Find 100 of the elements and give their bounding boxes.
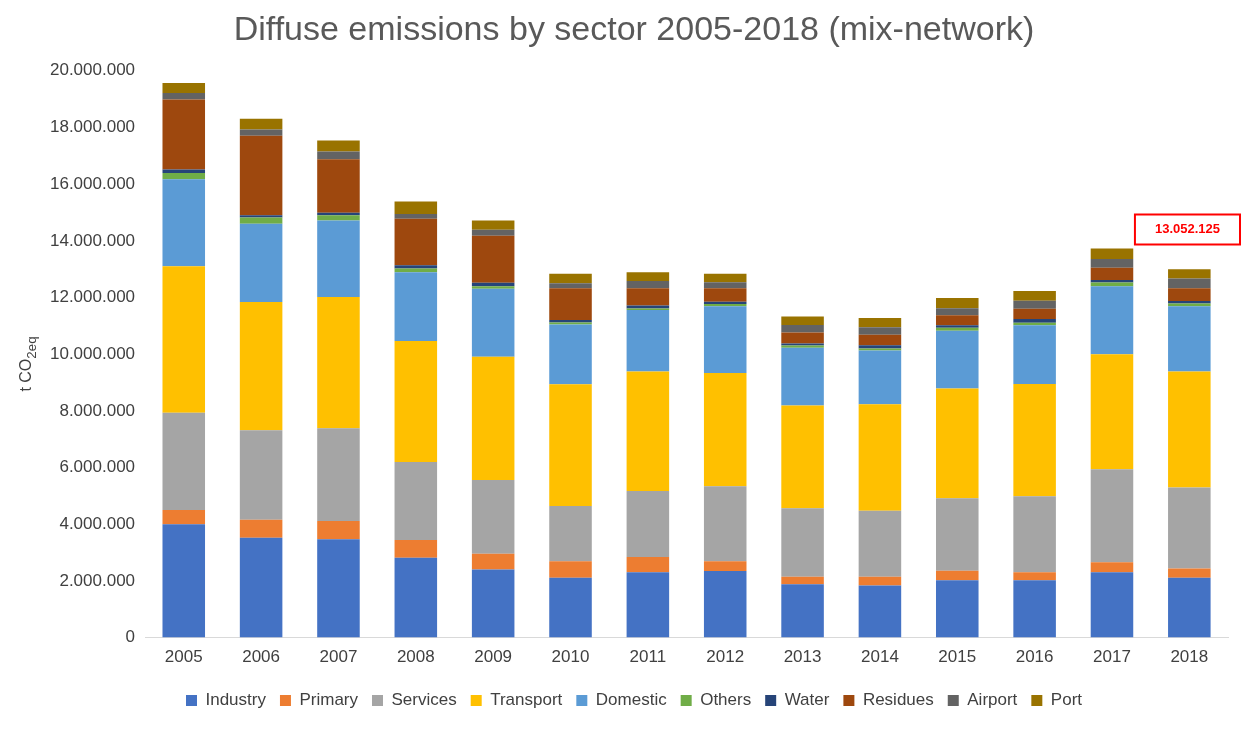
y-tick-label: 12.000.000 [49,287,136,307]
bar [549,506,592,562]
bar [781,332,824,344]
bar [626,557,670,573]
bar [703,273,747,283]
bar [936,298,979,309]
y-tick-label: 10.000.000 [49,343,136,363]
bar [239,302,283,431]
bar [626,288,670,306]
legend-label: Water [784,690,830,710]
bar [781,508,824,577]
bar [936,580,979,638]
bar [1168,577,1211,638]
x-tick-label: 2016 [1015,647,1054,667]
bar [471,569,515,638]
bar [936,388,979,499]
bar [239,217,283,224]
bar [936,330,979,389]
x-tick-label: 2012 [706,647,745,667]
bar [162,92,206,100]
legend-label: Domestic [595,690,668,710]
bar [626,491,670,558]
bar [394,213,438,219]
bar [162,82,206,93]
bar [317,428,360,522]
bar [239,537,283,638]
x-tick-label: 2015 [938,647,977,667]
bar [858,350,902,405]
bar [781,584,824,638]
bar [781,576,824,585]
bar [394,540,438,558]
bar [239,223,283,303]
bar [394,265,438,269]
x-tick-label: 2007 [319,647,358,667]
y-tick-label: 14.000.000 [49,230,136,250]
bar [858,327,902,335]
bar [626,371,670,492]
bar [626,272,670,282]
x-tick-label: 2018 [1170,647,1209,667]
bar [471,553,515,570]
bar [549,561,592,578]
x-tick-label: 2017 [1093,647,1131,667]
chart-title: Diffuse emissions by sector 2005-2018 (mix-network) [233,8,1035,47]
bar [239,129,283,136]
bar [703,561,747,571]
bar [549,273,592,284]
bar [471,286,515,289]
y-tick-label: 20.000.000 [49,60,136,80]
bar [703,571,747,638]
bar [1090,258,1134,268]
bar [1013,300,1056,309]
bar [239,519,283,538]
bar [1090,572,1134,638]
bar [703,288,747,302]
bar [781,405,824,509]
legend-label: Residues [862,690,934,710]
bar [1168,288,1211,301]
bar [1168,568,1211,578]
bar [317,215,360,221]
bar [317,151,360,160]
y-tick-label: 8.000.000 [59,400,136,420]
x-tick-label: 2008 [396,647,435,667]
x-tick-label: 2009 [474,647,513,667]
bar [549,324,592,385]
bar [394,557,438,638]
legend-label: Industry [205,690,267,710]
bar [858,334,902,346]
bar [858,404,902,511]
bar [471,356,515,481]
bar [162,179,206,267]
bar [549,288,592,320]
bar [239,135,283,216]
bar [936,498,979,571]
bar [549,384,592,507]
bar [1090,279,1134,283]
legend-label: Others [700,690,752,710]
bar [471,480,515,554]
bar [858,576,902,586]
bar [549,283,592,289]
bar [317,220,360,297]
bar [317,296,360,429]
x-tick-label: 2005 [164,647,203,667]
bar [858,585,902,638]
bar [703,372,747,487]
bar [781,325,824,333]
bar [1090,469,1134,563]
bar [1090,354,1134,470]
bar [239,430,283,520]
bar [394,201,438,214]
bar [1168,278,1211,289]
bar [858,510,902,577]
legend-label: Services [391,690,457,710]
bar [162,99,206,170]
bar [1090,267,1134,280]
bar [1013,325,1056,384]
bar [1013,291,1056,301]
y-tick-label: 16.000.000 [49,173,136,193]
bar [858,317,902,328]
bar [394,461,438,541]
bar [471,229,515,236]
